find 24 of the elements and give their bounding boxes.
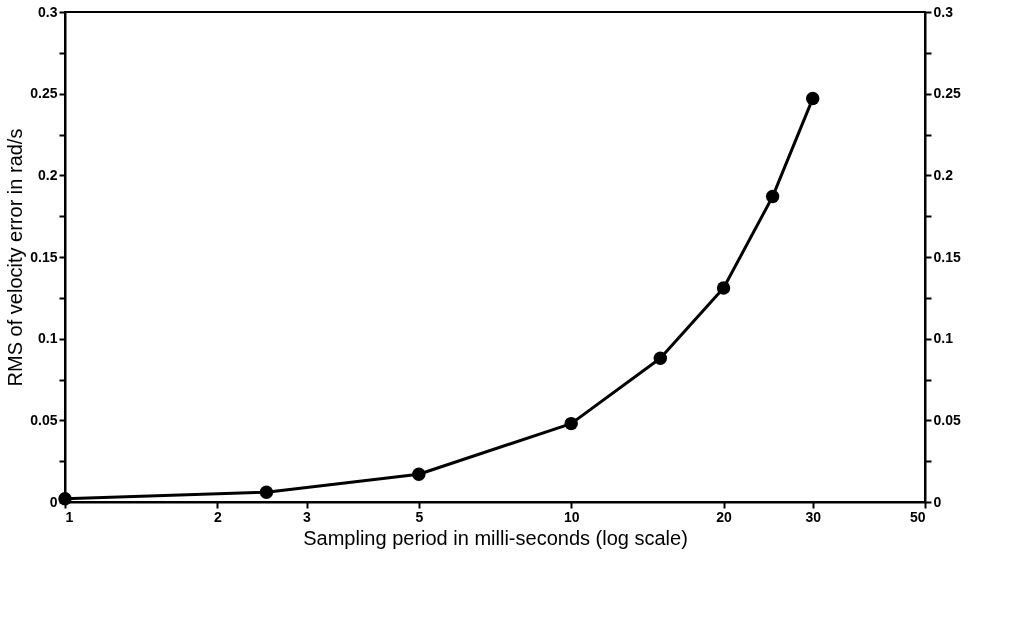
y2-tick-label: 0: [933, 493, 942, 510]
x-tick-label: 5: [415, 508, 424, 525]
y-axis-title: RMS of velocity error in rad/s: [4, 128, 27, 387]
y-tick-label: 0.3: [38, 3, 58, 20]
x-tick-label: 50: [909, 508, 926, 525]
x-tick-label: 20: [716, 508, 733, 525]
y-tick-label: 0.1: [38, 330, 58, 347]
y2-tick-label: 0.1: [933, 330, 954, 347]
x-axis-title: Sampling period in milli-seconds (log scale): [303, 526, 688, 549]
y-tick-label: 0.25: [30, 85, 58, 102]
x-tick-label: 3: [303, 508, 312, 525]
y2-tick-label: 0.25: [933, 85, 961, 102]
y-tick-label: 0: [49, 493, 58, 510]
x-tick-label: 10: [563, 508, 580, 525]
x-tick-label: 1: [65, 508, 74, 525]
y2-tick-label: 0.2: [933, 166, 954, 183]
y2-tick-label: 0.05: [933, 411, 961, 428]
y2-tick-label: 0.15: [933, 248, 961, 265]
x-tick-label: 30: [805, 508, 822, 525]
y2-tick-label: 0.3: [933, 3, 954, 20]
y-tick-label: 0.05: [30, 411, 58, 428]
y-tick-label: 0.15: [30, 248, 58, 265]
x-tick-label: 2: [213, 508, 222, 525]
y-tick-label: 0.2: [38, 166, 58, 183]
